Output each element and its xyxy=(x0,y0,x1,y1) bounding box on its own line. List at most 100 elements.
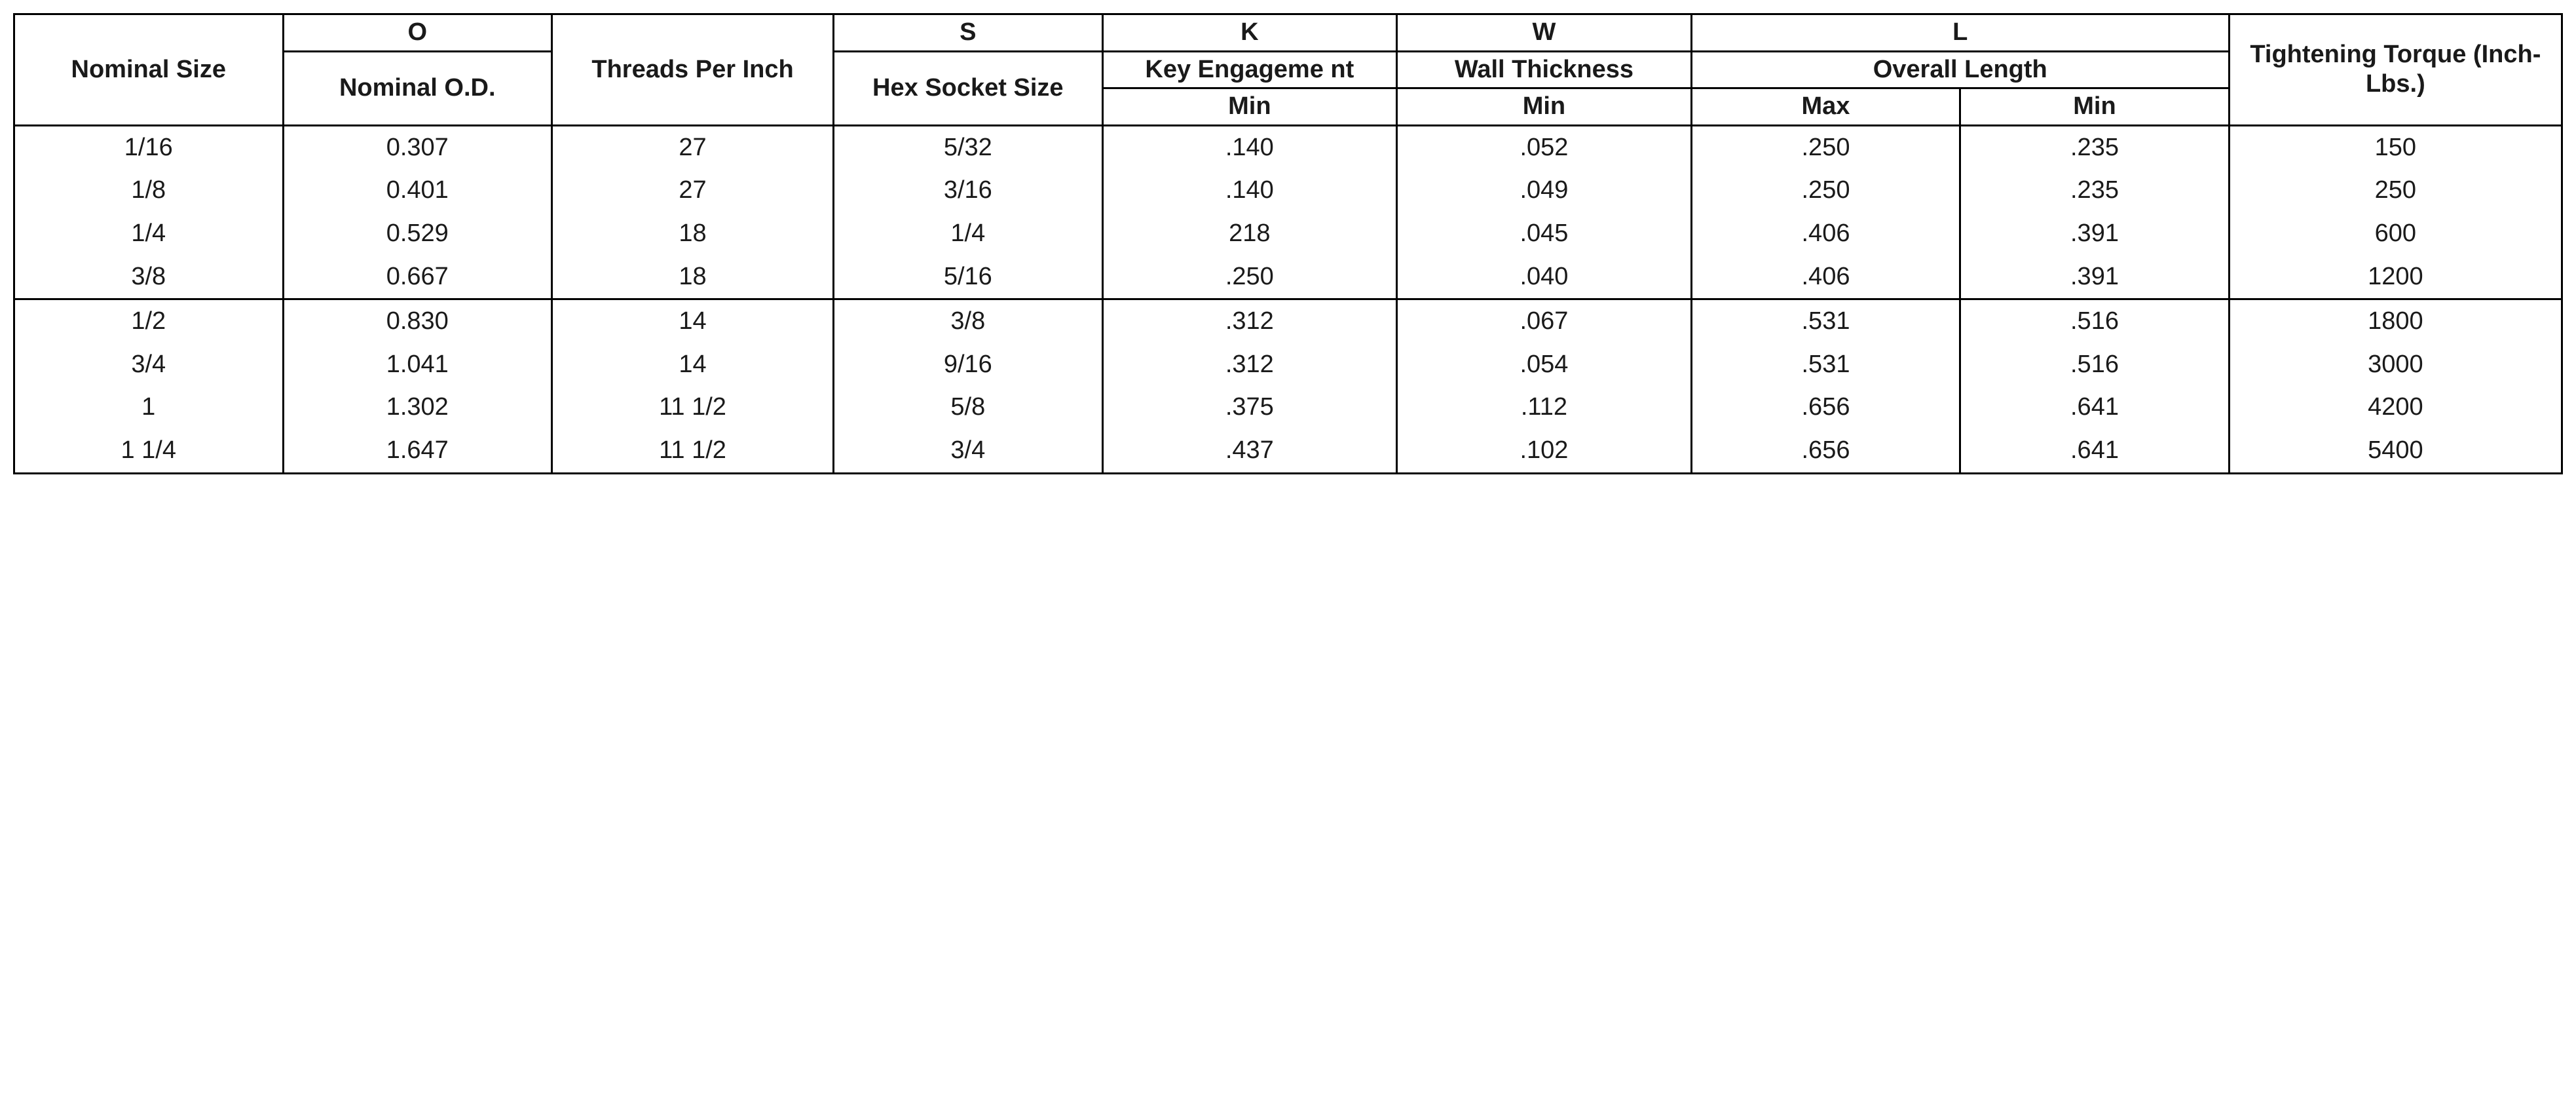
table-body: 1/160.307275/32.140.052.250.2351501/80.4… xyxy=(14,125,2562,473)
cell: .040 xyxy=(1397,256,1692,299)
cell: 5400 xyxy=(2229,429,2562,473)
cell: 14 xyxy=(552,299,834,343)
cell: 0.401 xyxy=(283,169,552,212)
cell: .641 xyxy=(1960,429,2230,473)
table-row: 1/20.830143/8.312.067.531.5161800 xyxy=(14,299,2562,343)
cell: 14 xyxy=(552,343,834,387)
col-torque: Tightening Torque (Inch-Lbs.) xyxy=(2229,14,2562,126)
cell: .391 xyxy=(1960,212,2230,256)
sym-K: K xyxy=(1102,14,1397,52)
cell: .312 xyxy=(1102,343,1397,387)
cell: 3000 xyxy=(2229,343,2562,387)
cell: .391 xyxy=(1960,256,2230,299)
cell: 27 xyxy=(552,125,834,169)
cell: .250 xyxy=(1691,125,1960,169)
cell: 1 xyxy=(14,386,284,429)
table-row: 1/80.401273/16.140.049.250.235250 xyxy=(14,169,2562,212)
cell: .235 xyxy=(1960,169,2230,212)
cell: 1800 xyxy=(2229,299,2562,343)
sub-lmax: Max xyxy=(1691,88,1960,126)
cell: 5/32 xyxy=(834,125,1103,169)
sub-key-min: Min xyxy=(1102,88,1397,126)
cell: .406 xyxy=(1691,256,1960,299)
cell: 1/2 xyxy=(14,299,284,343)
col-nominal-size: Nominal Size xyxy=(14,14,284,126)
cell: .312 xyxy=(1102,299,1397,343)
cell: .045 xyxy=(1397,212,1692,256)
sub-wall-min: Min xyxy=(1397,88,1692,126)
table-row: 3/80.667185/16.250.040.406.3911200 xyxy=(14,256,2562,299)
cell: 11 1/2 xyxy=(552,386,834,429)
col-overall: Overall Length xyxy=(1691,51,2229,88)
cell: .406 xyxy=(1691,212,1960,256)
cell: 3/8 xyxy=(834,299,1103,343)
cell: 4200 xyxy=(2229,386,2562,429)
sym-S: S xyxy=(834,14,1103,52)
table-row: 11.30211 1/25/8.375.112.656.6414200 xyxy=(14,386,2562,429)
cell: 1/4 xyxy=(14,212,284,256)
cell: 0.307 xyxy=(283,125,552,169)
cell: .054 xyxy=(1397,343,1692,387)
cell: .656 xyxy=(1691,386,1960,429)
cell: .531 xyxy=(1691,343,1960,387)
cell: .641 xyxy=(1960,386,2230,429)
cell: 1.041 xyxy=(283,343,552,387)
col-key: Key Engageme nt xyxy=(1102,51,1397,88)
cell: 27 xyxy=(552,169,834,212)
cell: 5/8 xyxy=(834,386,1103,429)
cell: .531 xyxy=(1691,299,1960,343)
cell: 3/8 xyxy=(14,256,284,299)
col-wall: Wall Thickness xyxy=(1397,51,1692,88)
table-row: 1 1/41.64711 1/23/4.437.102.656.6415400 xyxy=(14,429,2562,473)
sym-O: O xyxy=(283,14,552,52)
cell: .052 xyxy=(1397,125,1692,169)
cell: 18 xyxy=(552,212,834,256)
cell: .375 xyxy=(1102,386,1397,429)
col-nominal-od: Nominal O.D. xyxy=(283,51,552,125)
cell: 1 1/4 xyxy=(14,429,284,473)
cell: .516 xyxy=(1960,299,2230,343)
table-row: 1/160.307275/32.140.052.250.235150 xyxy=(14,125,2562,169)
sym-L: L xyxy=(1691,14,2229,52)
cell: 3/4 xyxy=(14,343,284,387)
cell: 18 xyxy=(552,256,834,299)
cell: 1/8 xyxy=(14,169,284,212)
cell: 5/16 xyxy=(834,256,1103,299)
table-header: Nominal Size O Threads Per Inch S K W L … xyxy=(14,14,2562,126)
cell: .250 xyxy=(1691,169,1960,212)
cell: .140 xyxy=(1102,125,1397,169)
cell: 1200 xyxy=(2229,256,2562,299)
sym-W: W xyxy=(1397,14,1692,52)
cell: 0.830 xyxy=(283,299,552,343)
cell: 11 1/2 xyxy=(552,429,834,473)
cell: .140 xyxy=(1102,169,1397,212)
cell: 600 xyxy=(2229,212,2562,256)
cell: .516 xyxy=(1960,343,2230,387)
sub-lmin: Min xyxy=(1960,88,2230,126)
table-row: 1/40.529181/4218.045.406.391600 xyxy=(14,212,2562,256)
cell: 1/4 xyxy=(834,212,1103,256)
cell: .049 xyxy=(1397,169,1692,212)
cell: .437 xyxy=(1102,429,1397,473)
cell: .250 xyxy=(1102,256,1397,299)
cell: .067 xyxy=(1397,299,1692,343)
cell: 3/16 xyxy=(834,169,1103,212)
cell: 150 xyxy=(2229,125,2562,169)
cell: 1/16 xyxy=(14,125,284,169)
cell: 250 xyxy=(2229,169,2562,212)
cell: 1.302 xyxy=(283,386,552,429)
cell: 218 xyxy=(1102,212,1397,256)
cell: .656 xyxy=(1691,429,1960,473)
col-hex: Hex Socket Size xyxy=(834,51,1103,125)
cell: 1.647 xyxy=(283,429,552,473)
table-row: 3/41.041149/16.312.054.531.5163000 xyxy=(14,343,2562,387)
col-threads: Threads Per Inch xyxy=(552,14,834,126)
cell: .112 xyxy=(1397,386,1692,429)
cell: .102 xyxy=(1397,429,1692,473)
cell: .235 xyxy=(1960,125,2230,169)
cell: 9/16 xyxy=(834,343,1103,387)
cell: 0.667 xyxy=(283,256,552,299)
cell: 3/4 xyxy=(834,429,1103,473)
spec-table: Nominal Size O Threads Per Inch S K W L … xyxy=(13,13,2563,474)
cell: 0.529 xyxy=(283,212,552,256)
